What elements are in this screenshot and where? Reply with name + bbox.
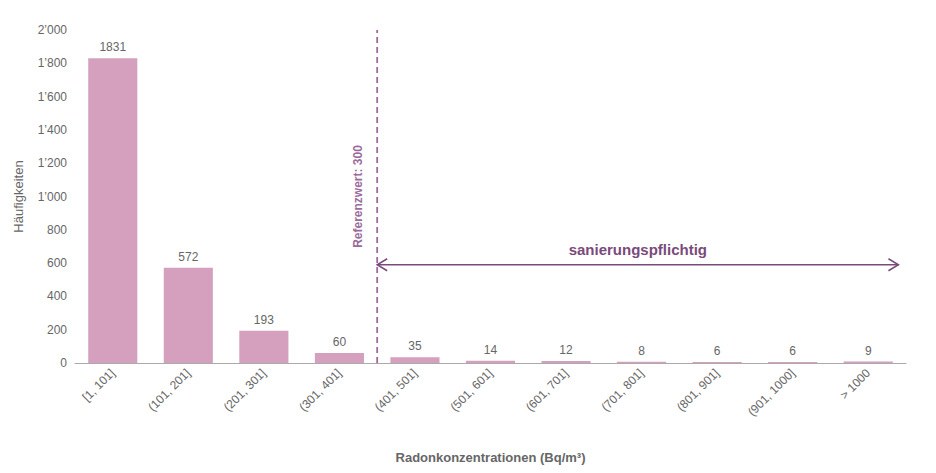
svg-text:200: 200 xyxy=(47,323,67,337)
svg-text:(801, 901]: (801, 901] xyxy=(674,366,722,414)
svg-text:1831: 1831 xyxy=(99,40,126,54)
svg-text:572: 572 xyxy=(178,250,198,264)
svg-text:400: 400 xyxy=(47,289,67,303)
svg-text:[1, 101]: [1, 101] xyxy=(80,366,118,404)
svg-text:1’000: 1’000 xyxy=(38,190,68,204)
svg-text:600: 600 xyxy=(47,256,67,270)
svg-text:800: 800 xyxy=(47,223,67,237)
svg-text:1’600: 1’600 xyxy=(38,90,68,104)
svg-text:> 1000: > 1000 xyxy=(837,366,873,402)
svg-text:(701, 801]: (701, 801] xyxy=(598,366,646,414)
svg-text:Radonkonzentrationen (Bq/m³): Radonkonzentrationen (Bq/m³) xyxy=(396,450,586,465)
svg-text:sanierungspflichtig: sanierungspflichtig xyxy=(569,241,707,258)
svg-text:193: 193 xyxy=(254,313,274,327)
svg-text:0: 0 xyxy=(60,356,67,370)
svg-text:6: 6 xyxy=(789,344,796,358)
svg-text:(101, 201]: (101, 201] xyxy=(145,366,193,414)
svg-text:(601, 701]: (601, 701] xyxy=(523,366,571,414)
svg-text:1’400: 1’400 xyxy=(38,123,68,137)
svg-text:(401, 501]: (401, 501] xyxy=(372,366,420,414)
svg-text:35: 35 xyxy=(408,339,422,353)
svg-text:Häufigkeiten: Häufigkeiten xyxy=(11,160,26,232)
svg-text:Referenzwert: 300: Referenzwert: 300 xyxy=(351,145,365,248)
svg-text:9: 9 xyxy=(865,344,872,358)
svg-text:(201, 301]: (201, 301] xyxy=(221,366,269,414)
svg-text:1’800: 1’800 xyxy=(38,56,68,70)
svg-text:1’200: 1’200 xyxy=(38,156,68,170)
svg-text:(501, 601]: (501, 601] xyxy=(447,366,495,414)
svg-text:2’000: 2’000 xyxy=(38,23,68,37)
svg-text:6: 6 xyxy=(714,344,721,358)
svg-text:(301, 401]: (301, 401] xyxy=(296,366,344,414)
svg-text:8: 8 xyxy=(638,344,645,358)
svg-text:(901, 1000]: (901, 1000] xyxy=(745,366,798,419)
svg-text:12: 12 xyxy=(559,343,573,357)
svg-text:60: 60 xyxy=(333,335,347,349)
svg-text:14: 14 xyxy=(484,343,498,357)
